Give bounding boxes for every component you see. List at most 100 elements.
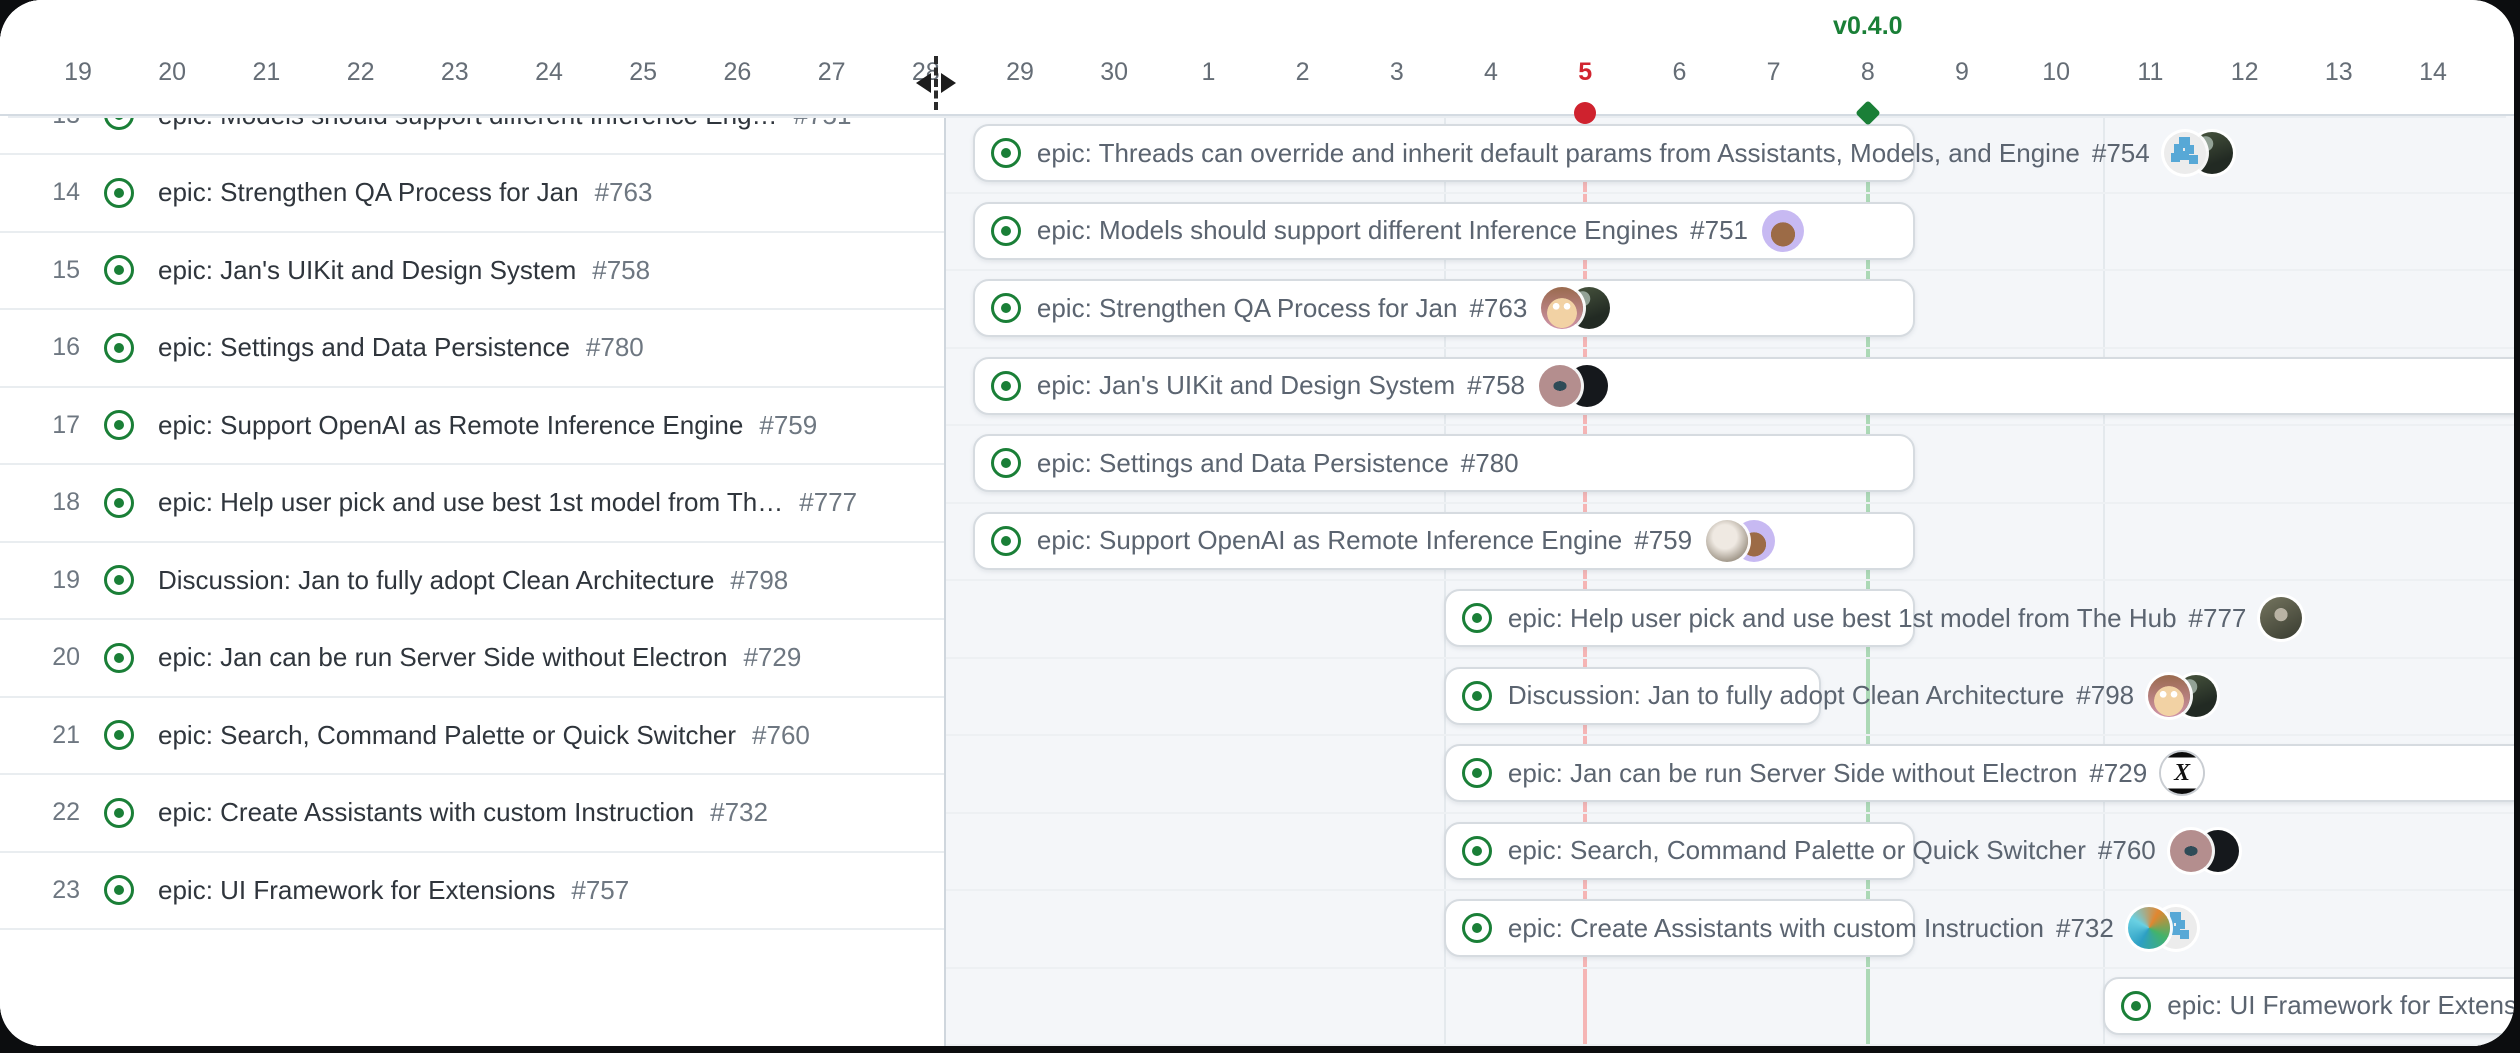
issue-title: epic: Strengthen QA Process for Jan — [158, 177, 579, 208]
roadmap-bar[interactable]: epic: Jan can be run Server Side without… — [1443, 744, 2514, 802]
avatar-morty[interactable] — [1541, 287, 1584, 329]
day-label: 5 — [1578, 58, 1593, 86]
roadmap-bar[interactable]: epic: Settings and Data Persistence #780 — [972, 434, 1915, 492]
open-issue-icon — [104, 875, 134, 906]
avatar-stack — [2169, 829, 2239, 872]
today-marker-icon — [1574, 102, 1597, 124]
open-issue-icon — [1461, 603, 1492, 633]
chart-row: Discussion: Jan to fully adopt Clean Arc… — [0, 659, 2514, 736]
bar-issue-title: epic: Jan can be run Server Side without… — [1507, 757, 2078, 788]
issue-number: #760 — [752, 719, 810, 750]
roadmap-bar[interactable]: epic: Strengthen QA Process for Jan #763 — [972, 279, 1915, 337]
milestone-line — [1865, 116, 1870, 1046]
issue-number: #732 — [710, 797, 768, 828]
open-issue-icon — [990, 138, 1021, 168]
chart-row: epic: Create Assistants with custom Inst… — [0, 891, 2514, 969]
bar-issue-title: epic: Support OpenAI as Remote Inference… — [1036, 525, 1623, 555]
open-issue-icon — [990, 448, 1021, 478]
bar-issue-number: #780 — [1460, 447, 1519, 478]
avatar-cat-dark[interactable] — [2260, 597, 2303, 639]
day-label: 22 — [346, 58, 375, 86]
roadmap-bar[interactable]: epic: Threads can override and inherit d… — [972, 124, 2233, 182]
day-label: 7 — [1766, 58, 1781, 86]
table-row[interactable]: 15 epic: Jan's UIKit and Design System #75… — [0, 232, 944, 310]
avatar-mauve-eye[interactable] — [2169, 829, 2212, 872]
issue-title: epic: Create Assistants with custom Inst… — [158, 797, 695, 828]
table-row[interactable]: 23 epic: UI Framework for Extensions #757 — [0, 852, 944, 930]
day-label: 23 — [440, 58, 469, 86]
gantt-chart-area: epic: Threads can override and inherit d… — [0, 116, 2514, 1046]
row-number: 14 — [52, 178, 80, 207]
issues-table: 12epic: Threads can override and inherit… — [0, 0, 946, 1046]
roadmap-bar[interactable]: Discussion: Jan to fully adopt Clean Arc… — [1443, 666, 2218, 725]
open-issue-icon — [2121, 990, 2152, 1021]
day-label: 20 — [158, 58, 187, 86]
roadmap-bar[interactable]: epic: Create Assistants with custom Inst… — [1443, 899, 2197, 957]
open-issue-icon — [104, 797, 134, 828]
day-label: 26 — [723, 58, 752, 86]
roadmap-bar[interactable]: epic: Jan's UIKit and Design System #758 — [972, 356, 2514, 415]
table-row[interactable]: 17 epic: Support OpenAI as Remote Inferen… — [0, 387, 944, 465]
day-label: 10 — [2042, 58, 2071, 86]
day-label: 25 — [629, 58, 658, 86]
chart-row: epic: Models should support different In… — [0, 194, 2514, 271]
chart-row: epic: Jan's UIKit and Design System #758 — [0, 349, 2514, 426]
issue-title: epic: Settings and Data Persistence — [158, 332, 570, 363]
row-number: 15 — [52, 255, 80, 284]
avatar-purple-face[interactable] — [1762, 209, 1804, 252]
chart-row: epic: Strengthen QA Process for Jan #763 — [0, 271, 2514, 349]
avatar-cat-white[interactable] — [1706, 519, 1749, 562]
roadmap-bar[interactable]: epic: Help user pick and use best 1st mo… — [1443, 589, 2303, 647]
table-row[interactable]: 19 Discussion: Jan to fully adopt Clean A… — [0, 542, 944, 620]
avatar-morty[interactable] — [2148, 674, 2191, 717]
table-row[interactable]: 21 epic: Search, Command Palette or Quick… — [0, 697, 944, 775]
open-issue-icon — [990, 525, 1021, 556]
open-issue-icon — [104, 410, 134, 441]
avatar-x-logo[interactable] — [2161, 752, 2204, 794]
week-gridline — [2103, 116, 2106, 1046]
timeline-header[interactable]: v0.4.0 19 20 21 22 23 24 25 26 27 28 29 30 1 2 3 4 5 6 7 8 9… — [0, 0, 2514, 126]
bar-issue-title: epic: Help user pick and use best 1st mo… — [1507, 602, 2177, 633]
bar-issue-number: #729 — [2089, 757, 2148, 788]
table-row[interactable]: 14 epic: Strengthen QA Process for Jan #76… — [0, 155, 944, 233]
issue-number: #798 — [730, 564, 789, 595]
avatar-jan-logo[interactable] — [2163, 132, 2206, 174]
chart-row: epic: Help user pick and use best 1st mo… — [0, 581, 2514, 659]
day-label: 13 — [2324, 58, 2353, 86]
day-label: 21 — [252, 58, 281, 86]
bar-issue-title: epic: Jan's UIKit and Design System — [1036, 370, 1456, 400]
avatar-stack — [1706, 519, 1776, 562]
roadmap-bar[interactable]: epic: Support OpenAI as Remote Inference… — [972, 511, 1915, 570]
table-row[interactable]: 16 epic: Settings and Data Persistence #78… — [0, 310, 944, 388]
bar-issue-number: #751 — [1690, 215, 1748, 245]
row-number: 21 — [52, 720, 80, 749]
roadmap-bar[interactable]: epic: UI Framework for Extensions#757 — [2103, 976, 2514, 1035]
roadmap-bar[interactable]: epic: Search, Command Palette or Quick S… — [1443, 821, 2239, 880]
issue-number: #729 — [743, 642, 802, 673]
bar-issue-number: #798 — [2076, 680, 2135, 710]
avatar-stack — [1541, 287, 1611, 329]
roadmap-bar[interactable]: epic: Models should support different In… — [972, 201, 1915, 260]
avatar-mauve-eye[interactable] — [1539, 364, 1581, 407]
row-number: 16 — [52, 333, 80, 362]
avatar-cat-art[interactable] — [2127, 907, 2170, 949]
open-issue-icon — [1461, 680, 1492, 711]
open-issue-icon — [1461, 913, 1492, 943]
open-issue-icon — [104, 720, 134, 751]
bar-issue-title: epic: Search, Command Palette or Quick S… — [1507, 835, 2086, 865]
day-label: 24 — [535, 58, 563, 86]
day-label: 2 — [1295, 58, 1310, 86]
table-row[interactable]: 20 epic: Jan can be run Server Side witho… — [0, 620, 944, 698]
week-gridline — [1443, 116, 1446, 1046]
issue-title: epic: Jan can be run Server Side without… — [158, 642, 728, 673]
open-issue-icon — [104, 177, 134, 208]
bar-issue-title: epic: Create Assistants with custom Inst… — [1507, 912, 2045, 943]
day-label: 19 — [64, 58, 92, 86]
bar-issue-title: epic: Threads can override and inherit d… — [1036, 137, 2080, 168]
table-row[interactable]: 22 epic: Create Assistants with custom In… — [0, 775, 944, 853]
table-row[interactable]: 18 epic: Help user pick and use best 1st … — [0, 465, 944, 543]
bar-issue-title: epic: Strengthen QA Process for Jan — [1036, 292, 1458, 323]
avatar-stack — [2127, 907, 2197, 949]
day-label: 3 — [1389, 58, 1404, 86]
open-issue-icon — [990, 215, 1021, 246]
